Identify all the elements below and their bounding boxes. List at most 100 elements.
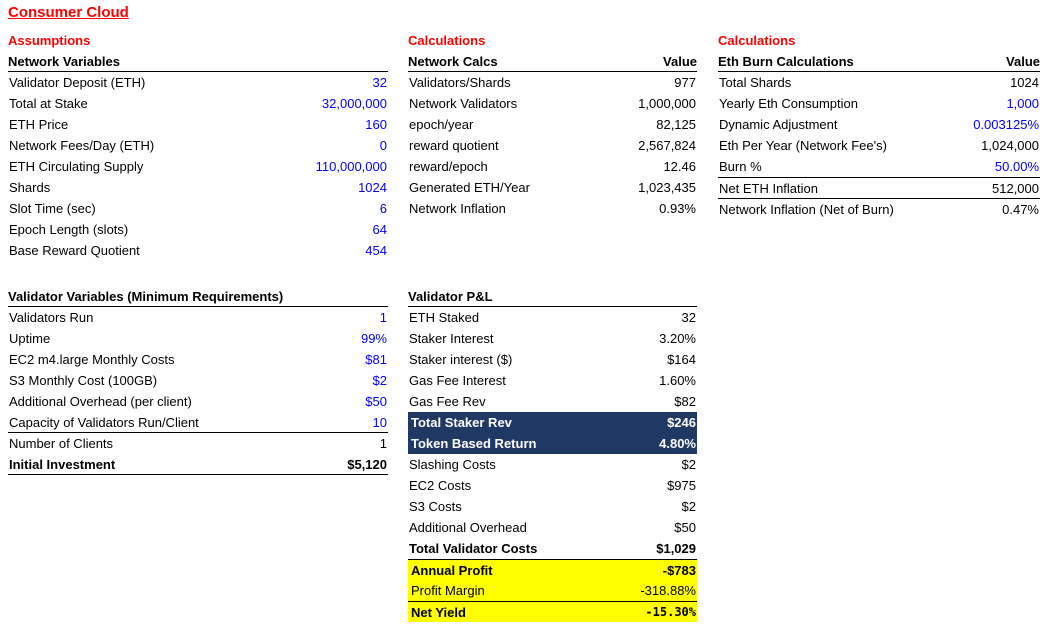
row-label-cell[interactable]: Network Validators — [409, 96, 518, 111]
row-value-cell[interactable]: 12.46 — [663, 159, 696, 174]
row-value-cell[interactable]: $975 — [667, 478, 696, 493]
row-value-cell[interactable]: 0.003125% — [973, 117, 1039, 132]
table-header-label[interactable]: Network Variables — [8, 54, 120, 69]
row-value-cell[interactable]: 6 — [379, 201, 387, 216]
row-label-cell[interactable]: Total Validator Costs — [409, 541, 538, 556]
row-label-cell[interactable]: Slashing Costs — [409, 457, 496, 472]
row-label-cell[interactable]: Burn % — [719, 159, 762, 174]
row-label-cell[interactable]: ETH Circulating Supply — [9, 159, 144, 174]
row-label-cell[interactable]: EC2 m4.large Monthly Costs — [9, 352, 175, 367]
row-label-cell[interactable]: Net Yield — [411, 605, 466, 620]
row-label-cell[interactable]: Number of Clients — [9, 436, 114, 451]
section-label-assumptions[interactable]: Assumptions — [8, 33, 91, 48]
row-value-cell[interactable]: 512,000 — [992, 181, 1039, 196]
row-value-cell[interactable]: $50 — [365, 394, 387, 409]
row-label-cell[interactable]: Total at Stake — [9, 96, 88, 111]
row-label-cell[interactable]: Dynamic Adjustment — [719, 117, 838, 132]
table-header-label[interactable]: Eth Burn Calculations — [718, 54, 854, 69]
row-label-cell[interactable]: reward quotient — [409, 138, 499, 153]
row-value-cell[interactable]: 0.47% — [1002, 202, 1039, 217]
row-label-cell[interactable]: Gas Fee Interest — [409, 373, 506, 388]
row-value-cell[interactable]: $1,029 — [656, 541, 696, 556]
row-value-cell[interactable]: 1024 — [358, 180, 387, 195]
table-header-label[interactable]: Validator Variables (Minimum Requirement… — [8, 289, 284, 304]
section-label-calculations-middle[interactable]: Calculations — [408, 33, 486, 48]
row-value-cell[interactable]: $82 — [674, 394, 696, 409]
row-label-cell[interactable]: Total Shards — [719, 75, 792, 90]
row-value-cell[interactable]: 50.00% — [994, 159, 1039, 174]
row-value-cell[interactable]: 1.60% — [659, 373, 696, 388]
row-value-cell[interactable]: $2 — [681, 457, 696, 472]
row-value-cell[interactable]: 32,000,000 — [321, 96, 387, 111]
row-value-cell[interactable]: $2 — [681, 499, 696, 514]
row-value-cell[interactable]: 1,023,435 — [638, 180, 696, 195]
row-label-cell[interactable]: Additional Overhead — [409, 520, 527, 535]
row-label-cell[interactable]: EC2 Costs — [409, 478, 472, 493]
row-value-cell[interactable]: $5,120 — [347, 457, 387, 472]
row-label-cell[interactable]: Validators Run — [9, 310, 94, 325]
row-label-cell[interactable]: reward/epoch — [409, 159, 488, 174]
row-label-cell[interactable]: Annual Profit — [411, 563, 493, 578]
sheet-title[interactable]: Consumer Cloud — [8, 4, 129, 21]
row-value-cell[interactable]: 0.93% — [659, 201, 696, 216]
row-value-cell[interactable]: 0 — [379, 138, 387, 153]
row-label-cell[interactable]: Slot Time (sec) — [9, 201, 96, 216]
row-label-cell[interactable]: Total Staker Rev — [411, 415, 512, 430]
table-header-value-label[interactable]: Value — [1006, 54, 1040, 69]
row-label-cell[interactable]: Base Reward Quotient — [9, 243, 140, 258]
row-value-cell[interactable]: 1,000 — [1006, 96, 1039, 111]
row-value-cell[interactable]: $50 — [674, 520, 696, 535]
row-value-cell[interactable]: 64 — [372, 222, 387, 237]
row-label-cell[interactable]: Generated ETH/Year — [409, 180, 530, 195]
row-label-cell[interactable]: Staker Interest — [409, 331, 494, 346]
row-label-cell[interactable]: Network Inflation — [409, 201, 506, 216]
row-label-cell[interactable]: Net ETH Inflation — [719, 181, 818, 196]
table-header-value-label[interactable]: Value — [663, 54, 697, 69]
row-label-cell[interactable]: Network Inflation (Net of Burn) — [719, 202, 894, 217]
row-value-cell[interactable]: -15.30% — [645, 605, 696, 619]
table-header-label[interactable]: Network Calcs — [408, 54, 498, 69]
row-label-cell[interactable]: Profit Margin — [411, 583, 485, 598]
row-value-cell[interactable]: $246 — [667, 415, 696, 430]
row-value-cell[interactable]: 10 — [372, 415, 387, 430]
row-label-cell[interactable]: S3 Monthly Cost (100GB) — [9, 373, 158, 388]
row-label-cell[interactable]: Uptime — [9, 331, 51, 346]
row-value-cell[interactable]: 1,000,000 — [638, 96, 696, 111]
row-label-cell[interactable]: epoch/year — [409, 117, 474, 132]
row-value-cell[interactable]: 1,024,000 — [981, 138, 1039, 153]
row-value-cell[interactable]: 4.80% — [659, 436, 696, 451]
row-label-cell[interactable]: Capacity of Validators Run/Client — [9, 415, 199, 430]
row-label-cell[interactable]: Yearly Eth Consumption — [719, 96, 858, 111]
row-value-cell[interactable]: $2 — [372, 373, 387, 388]
row-value-cell[interactable]: 110,000,000 — [315, 159, 387, 174]
row-value-cell[interactable]: $164 — [667, 352, 696, 367]
row-value-cell[interactable]: $81 — [365, 352, 387, 367]
row-label-cell[interactable]: Network Fees/Day (ETH) — [9, 138, 155, 153]
row-value-cell[interactable]: 1 — [379, 436, 387, 451]
row-label-cell[interactable]: S3 Costs — [409, 499, 462, 514]
row-label-cell[interactable]: Validator Deposit (ETH) — [9, 75, 146, 90]
row-value-cell[interactable]: 99% — [360, 331, 387, 346]
row-value-cell[interactable]: 977 — [674, 75, 696, 90]
row-label-cell[interactable]: Additional Overhead (per client) — [9, 394, 192, 409]
row-value-cell[interactable]: -$783 — [662, 563, 696, 578]
section-label-calculations-right[interactable]: Calculations — [718, 33, 796, 48]
table-header-label[interactable]: Validator P&L — [408, 289, 493, 304]
row-label-cell[interactable]: Initial Investment — [9, 457, 116, 472]
row-value-cell[interactable]: 3.20% — [659, 331, 696, 346]
row-value-cell[interactable]: 32 — [372, 75, 387, 90]
row-label-cell[interactable]: Validators/Shards — [409, 75, 511, 90]
row-value-cell[interactable]: 1024 — [1010, 75, 1039, 90]
row-value-cell[interactable]: 32 — [681, 310, 696, 325]
row-value-cell[interactable]: 454 — [365, 243, 387, 258]
row-label-cell[interactable]: Token Based Return — [411, 436, 537, 451]
row-label-cell[interactable]: Staker interest ($) — [409, 352, 513, 367]
row-label-cell[interactable]: Epoch Length (slots) — [9, 222, 129, 237]
row-value-cell[interactable]: 160 — [365, 117, 387, 132]
row-label-cell[interactable]: Gas Fee Rev — [409, 394, 486, 409]
row-label-cell[interactable]: ETH Price — [9, 117, 69, 132]
row-value-cell[interactable]: -318.88% — [640, 583, 696, 598]
row-label-cell[interactable]: Eth Per Year (Network Fee's) — [719, 138, 887, 153]
row-value-cell[interactable]: 2,567,824 — [638, 138, 696, 153]
row-label-cell[interactable]: Shards — [9, 180, 51, 195]
